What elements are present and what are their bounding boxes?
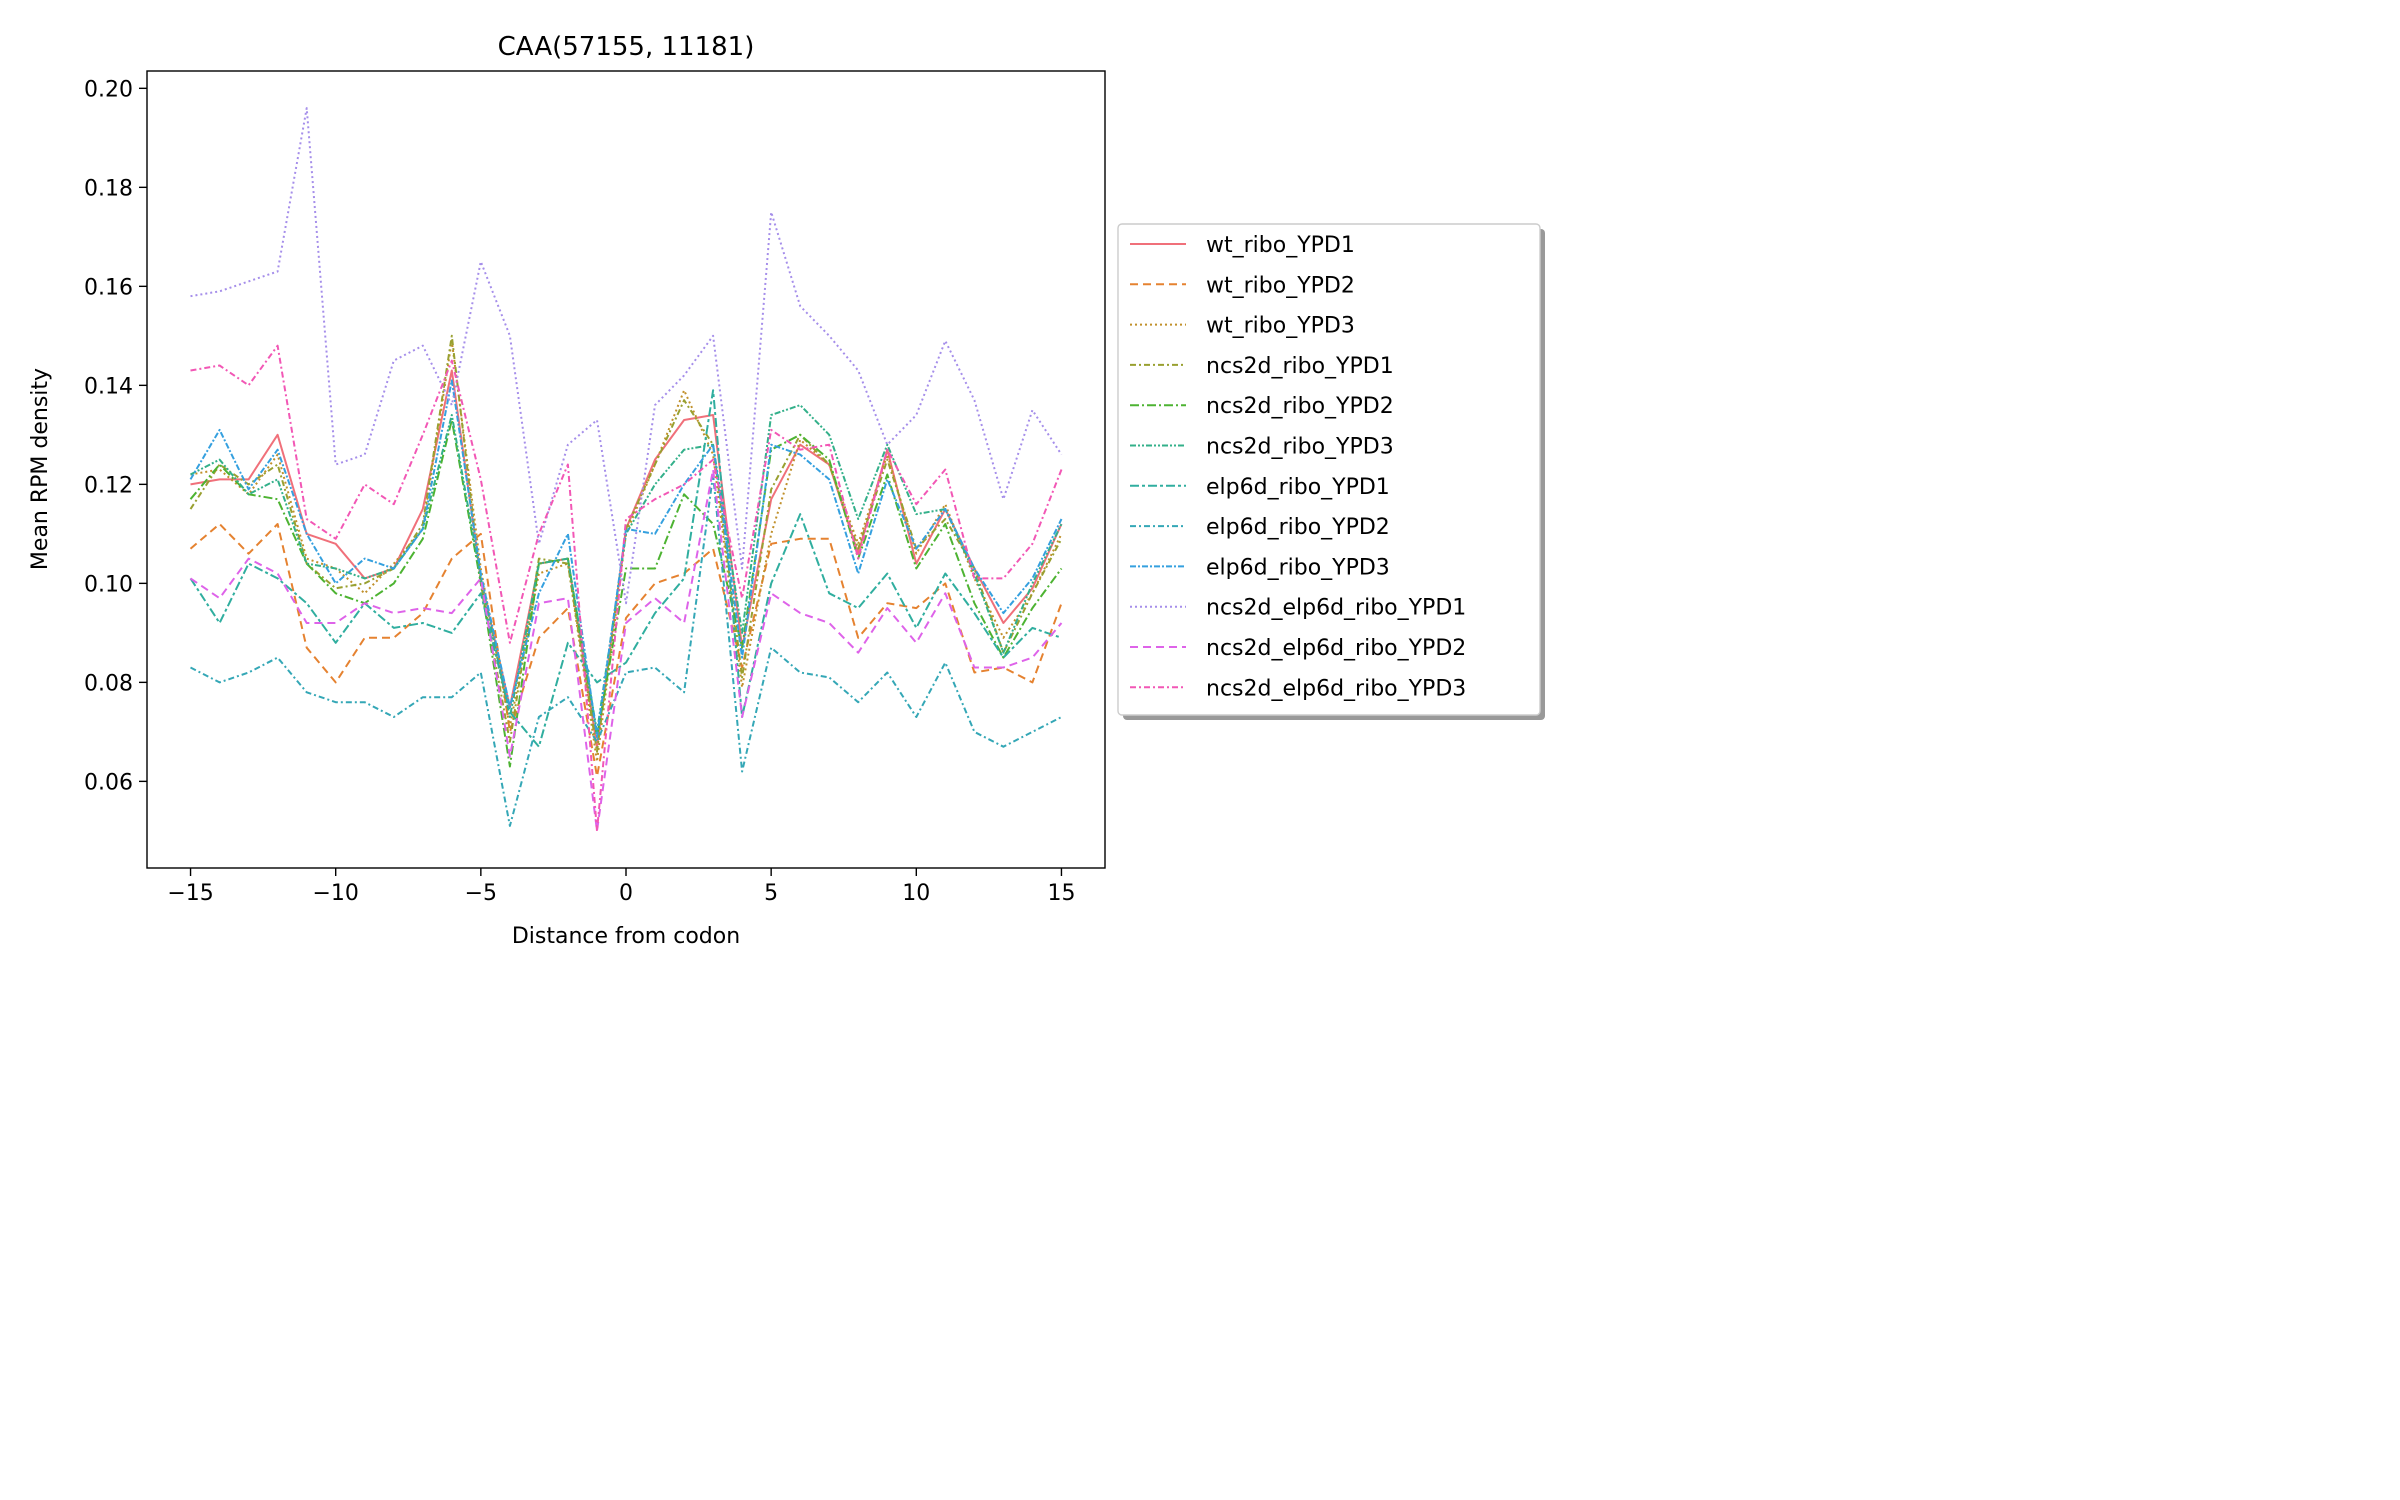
- y-tick-label: 0.08: [84, 671, 133, 696]
- legend: wt_ribo_YPD1 wt_ribo_YPD2 wt_ribo_YPD3 ncs2…: [1117, 223, 1545, 720]
- y-tick-label: 0.10: [84, 572, 133, 597]
- x-tick-label: 15: [1047, 881, 1075, 906]
- series-line-12: [190, 344, 1063, 832]
- x-tick-label: 5: [764, 881, 778, 906]
- legend-label-4: ncs2d_ribo_YPD1: [1206, 354, 1394, 379]
- x-tick-label: 0: [619, 881, 633, 906]
- x-axis: −15 −10 −5 0 5 10 15: [167, 868, 1075, 906]
- legend-label-2: wt_ribo_YPD2: [1206, 273, 1355, 298]
- legend-label-3: wt_ribo_YPD3: [1206, 314, 1355, 339]
- legend-label-5: ncs2d_ribo_YPD2: [1206, 394, 1394, 419]
- y-tick-label: 0.16: [84, 275, 133, 300]
- chart-title: CAA(57155, 11181): [498, 32, 755, 62]
- legend-label-1: wt_ribo_YPD1: [1206, 233, 1355, 258]
- series-line-10: [190, 107, 1063, 605]
- legend-label-7: elp6d_ribo_YPD1: [1206, 475, 1390, 500]
- x-tick-label: −15: [167, 881, 213, 906]
- legend-label-6: ncs2d_ribo_YPD3: [1206, 435, 1394, 460]
- x-tick-label: −10: [312, 881, 358, 906]
- x-tick-label: −5: [465, 881, 497, 906]
- legend-label-10: ncs2d_elp6d_ribo_YPD1: [1206, 596, 1466, 621]
- y-axis: 0.06 0.08 0.10 0.12 0.14 0.16 0.18 0.20: [84, 77, 147, 795]
- line-chart: CAA(57155, 11181) −15 −10 −5 0 5 10 15 0.060.0…: [0, 0, 1568, 980]
- x-tick-label: 10: [902, 881, 930, 906]
- series-line-5: [189, 419, 1063, 768]
- legend-label-9: elp6d_ribo_YPD3: [1206, 555, 1390, 580]
- legend-label-8: elp6d_ribo_YPD2: [1206, 515, 1390, 540]
- x-axis-label: Distance from codon: [512, 924, 740, 949]
- y-tick-label: 0.06: [84, 770, 133, 795]
- series-line-7: [189, 389, 1062, 748]
- legend-box: [1117, 223, 1541, 716]
- legend-label-12: ncs2d_elp6d_ribo_YPD3: [1206, 676, 1466, 701]
- y-tick-label: 0.14: [84, 374, 133, 399]
- legend-entries: wt_ribo_YPD1 wt_ribo_YPD2 wt_ribo_YPD3 ncs2…: [1130, 233, 1466, 701]
- y-tick-label: 0.12: [84, 473, 133, 498]
- series-line-11: [189, 468, 1063, 832]
- legend-label-11: ncs2d_elp6d_ribo_YPD2: [1206, 636, 1466, 661]
- series-lines: [189, 107, 1063, 832]
- y-axis-label: Mean RPM density: [28, 368, 53, 570]
- series-line-8: [190, 473, 1062, 827]
- series-line-9: [189, 379, 1063, 738]
- y-tick-label: 0.20: [84, 77, 133, 102]
- series-line-2: [189, 523, 1063, 778]
- y-tick-label: 0.18: [84, 176, 133, 201]
